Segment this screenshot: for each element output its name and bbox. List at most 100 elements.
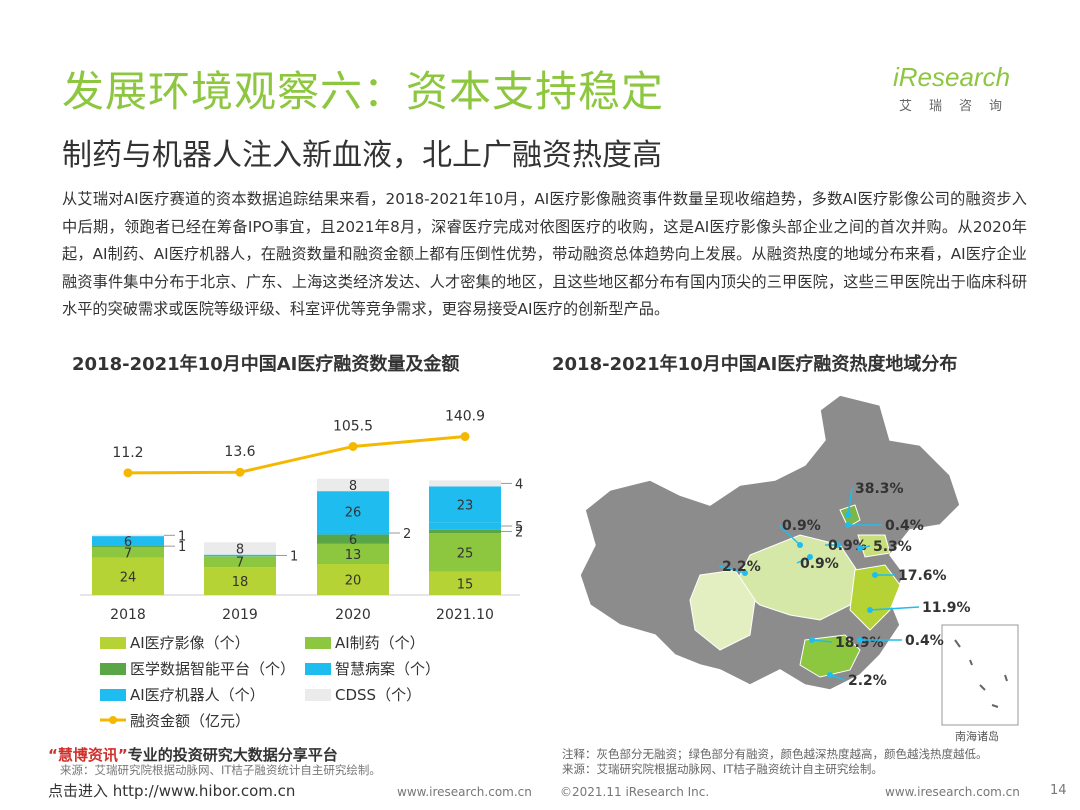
region-shandong-green xyxy=(857,534,891,558)
bar-segment xyxy=(92,534,164,537)
page-subtitle: 制药与机器人注入新血液，北上广融资热度高 xyxy=(62,138,662,173)
legend-swatch xyxy=(100,662,126,675)
region-east-green xyxy=(849,564,901,631)
bar-data-label: 13 xyxy=(345,548,362,563)
south-sea-islands xyxy=(954,639,1008,708)
legend-swatch xyxy=(100,712,126,730)
bar-segment xyxy=(429,571,501,595)
bar-segment xyxy=(429,529,501,533)
bar-segment xyxy=(92,557,164,595)
bar-segment xyxy=(204,567,276,595)
bar-data-label: 24 xyxy=(120,570,137,585)
legend-label: AI医疗机器人（个） xyxy=(130,686,265,704)
amount-line xyxy=(127,435,466,475)
region-leader-line xyxy=(718,565,746,574)
legend-swatch xyxy=(305,662,331,675)
region-percent-label: 38.3% xyxy=(855,481,904,497)
x-tick-label: 2020 xyxy=(335,607,371,623)
footer-url-left[interactable]: www.iresearch.com.cn xyxy=(397,785,532,799)
legend-label: AI医疗影像（个） xyxy=(130,634,250,652)
bar-segment xyxy=(317,534,389,544)
region-percent-label: 18.9% xyxy=(835,635,884,651)
bar-data-label-outside: 4 xyxy=(515,477,523,492)
bar-segment xyxy=(429,480,501,487)
region-percent-label: 11.9% xyxy=(922,600,971,616)
bar-segment xyxy=(429,533,501,572)
map-chart-title: 2018-2021年10月中国AI医疗融资热度地域分布 xyxy=(552,354,958,375)
bar-segment xyxy=(317,478,389,492)
amount-point xyxy=(123,468,133,478)
legend-label: 医学数据智能平台（个） xyxy=(130,660,296,678)
bar-data-label: 20 xyxy=(345,574,362,589)
legend-swatch xyxy=(305,688,331,701)
bar-data-label: 15 xyxy=(457,577,474,592)
bar-data-label: 18 xyxy=(232,575,249,590)
bar-segment xyxy=(429,522,501,530)
region-leader-line xyxy=(778,524,801,546)
bar-data-label-outside: 5 xyxy=(515,520,523,535)
bar-data-label: 23 xyxy=(457,498,474,513)
region-percent-label: 0.9% xyxy=(800,556,839,572)
region-percent-label: 0.4% xyxy=(905,633,944,649)
region-leader-line xyxy=(847,487,853,516)
bar-segment xyxy=(317,543,389,564)
bar-segment xyxy=(204,554,276,557)
legend-swatch xyxy=(305,636,331,649)
region-percent-label: 0.9% xyxy=(828,538,867,554)
amount-label: 105.5 xyxy=(333,418,373,434)
amount-label: 13.6 xyxy=(224,444,255,460)
bar-segment xyxy=(429,486,501,523)
bar-segment xyxy=(317,564,389,595)
bar-data-label: 7 xyxy=(124,546,132,561)
note-line-2: 来源：艾瑞研究院根据动脉网、IT桔子融资统计自主研究绘制。 xyxy=(562,762,883,776)
bar-data-label: 8 xyxy=(236,543,244,558)
bar-data-label-outside: 2 xyxy=(403,527,411,542)
bar-data-label: 8 xyxy=(349,479,357,494)
region-percent-label: 17.6% xyxy=(898,568,947,584)
amount-point xyxy=(460,432,470,442)
region-leader-line xyxy=(811,639,833,643)
legend-label: CDSS（个） xyxy=(335,686,422,704)
bar-data-label: 6 xyxy=(349,533,357,548)
legend-item: AI制药（个） xyxy=(305,632,425,653)
footer-url-right[interactable]: www.iresearch.com.cn xyxy=(885,785,1020,799)
bar-data-label-outside: 2 xyxy=(515,525,523,540)
region-guangdong-green xyxy=(799,634,861,678)
region-percent-label: 2.2% xyxy=(848,673,887,689)
page-title: 发展环境观察六：资本支持稳定 xyxy=(62,67,665,116)
bar-data-label: 25 xyxy=(457,546,474,561)
bar-data-label: 7 xyxy=(236,556,244,571)
amount-point xyxy=(235,467,245,477)
x-tick-label: 2021.10 xyxy=(436,607,494,623)
bar-data-label-outside: 1 xyxy=(290,549,298,564)
bar-data-label-outside: 1 xyxy=(178,529,186,544)
region-percent-label: 0.4% xyxy=(885,518,924,534)
bar-data-label: 6 xyxy=(124,535,132,550)
watermark-slogan: 专业的投资研究大数据分享平台 xyxy=(127,746,338,764)
bar-segment xyxy=(204,556,276,568)
bar-segment xyxy=(204,542,276,555)
region-percent-label: 5.3% xyxy=(873,539,912,555)
bar-segment xyxy=(317,531,389,535)
watermark-link[interactable]: 点击进入 http://www.hibor.com.cn xyxy=(48,782,296,800)
legend-label: 融资金额（亿元） xyxy=(130,712,251,730)
amount-label: 140.9 xyxy=(445,409,485,425)
south-sea-box xyxy=(941,624,1019,726)
bar-segment xyxy=(317,491,389,532)
legend-item: CDSS（个） xyxy=(305,684,421,705)
watermark-line-1: “慧博资讯”专业的投资研究大数据分享平台 xyxy=(48,744,338,765)
page-number: 14 xyxy=(1050,783,1067,798)
bar-data-label-outside: 1 xyxy=(178,540,186,555)
logo-text: iResearch xyxy=(893,62,1011,92)
region-percent-label: 0.9% xyxy=(782,518,821,534)
bar-segment xyxy=(92,536,164,546)
bar-segment xyxy=(92,545,164,547)
bar-segment xyxy=(92,546,164,558)
chart-notes: 注释：灰色部分无融资；绿色部分有融资，颜色越深热度越高，颜色越浅热度越低。 来源… xyxy=(562,747,988,777)
watermark-note: 来源：艾瑞研究院根据动脉网、IT桔子融资统计自主研究绘制。 xyxy=(60,763,381,777)
legend-label: AI制药（个） xyxy=(335,634,425,652)
legend-item: AI医疗机器人（个） xyxy=(100,684,265,705)
china-heat-map: 38.3% 0.9% 0.4% 0.9% 5.3% 2.2% 0.9% 17.6% 11.9% 1… xyxy=(579,394,1019,726)
bar-chart-title: 2018-2021年10月中国AI医疗融资数量及金额 xyxy=(72,354,460,375)
legend-item: AI医疗影像（个） xyxy=(100,632,250,653)
